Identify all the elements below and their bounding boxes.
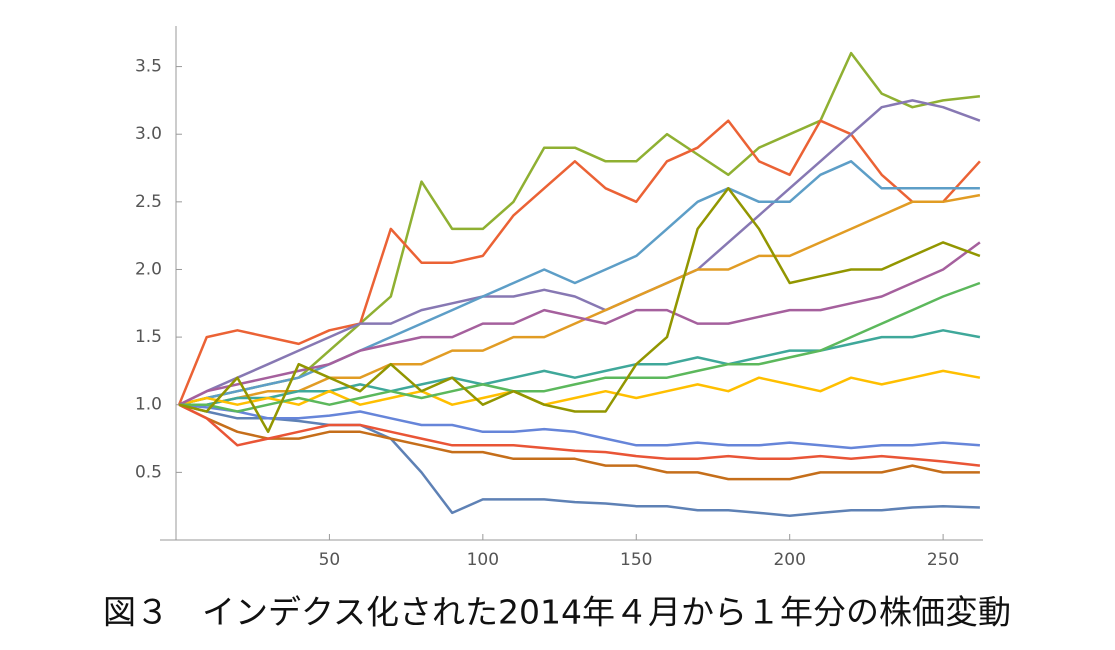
series-line: [179, 281, 981, 413]
series-line: [178, 403, 980, 481]
series-line: [178, 403, 981, 467]
x-tick-label: 150: [620, 550, 652, 570]
y-tick-label: 2.0: [135, 259, 162, 279]
y-tick-label: 3.5: [135, 57, 162, 77]
series-line: [177, 119, 981, 406]
series-line: [178, 403, 980, 517]
y-tick-label: 0.5: [135, 462, 162, 482]
x-tick-label: 200: [773, 550, 805, 570]
y-tick-label: 3.0: [135, 124, 162, 144]
series-line: [179, 329, 981, 406]
y-tick-label: 1.5: [135, 327, 162, 347]
series-line: [178, 160, 980, 406]
y-tick-label: 2.5: [135, 192, 162, 212]
series-line: [178, 99, 981, 406]
x-tick-label: 100: [467, 550, 499, 570]
series-line: [178, 187, 981, 434]
x-tick-label: 250: [927, 550, 959, 570]
series-line: [178, 403, 980, 450]
chart-title: 図３ インデクス化された2014年４月から１年分の株価変動: [103, 593, 1011, 632]
series-line: [179, 193, 981, 406]
x-tick-label: 50: [319, 550, 341, 570]
y-tick-label: 1.0: [135, 395, 162, 415]
series-line: [178, 51, 981, 406]
